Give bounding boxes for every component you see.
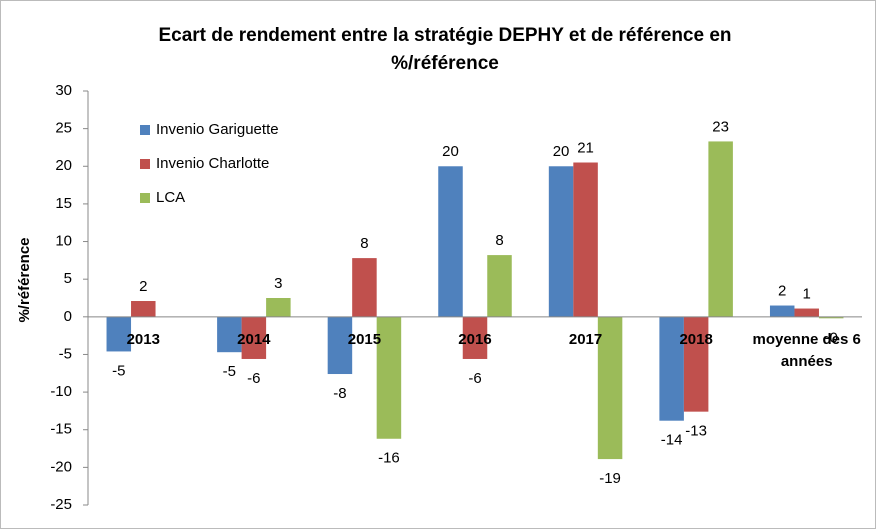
value-label: -8: [333, 385, 346, 402]
value-label: 2: [139, 278, 147, 295]
bar: [327, 316, 353, 375]
value-label: 20: [553, 143, 570, 160]
value-label: 20: [442, 143, 459, 160]
bar: [548, 166, 574, 317]
bar: [683, 316, 709, 412]
value-label: 23: [712, 118, 729, 135]
bar: [241, 316, 267, 359]
bar: [131, 301, 156, 317]
bar: [487, 255, 512, 317]
bar: [438, 166, 463, 317]
legend-swatch: [140, 159, 150, 169]
bar: [462, 316, 488, 359]
value-label: -14: [661, 432, 683, 449]
legend-swatch: [140, 193, 150, 203]
bar: [573, 162, 598, 317]
value-label: 8: [495, 232, 503, 249]
y-tick-label: 5: [64, 270, 72, 287]
bar: [659, 316, 684, 421]
x-tick-label: 2018: [679, 330, 713, 348]
y-tick-label: 0: [64, 308, 72, 325]
y-tick-label: 10: [55, 233, 72, 250]
y-tick-label: 25: [55, 120, 72, 137]
value-label: 2: [778, 282, 786, 299]
bar: [794, 308, 819, 317]
title-box: Ecart de rendement entre la stratégie DE…: [158, 25, 732, 74]
y-axis-title: %/référence: [16, 237, 33, 322]
legend-label: LCA: [156, 189, 185, 206]
legend-label: Invenio Gariguette: [156, 121, 279, 138]
x-tick-label: 2017: [568, 330, 603, 348]
bar: [217, 316, 242, 353]
value-label: -16: [378, 450, 400, 467]
value-label: 8: [360, 235, 368, 252]
y-tick-label: -15: [50, 421, 72, 438]
x-tick-label: 2013: [126, 330, 160, 348]
y-tick-label: -10: [50, 383, 72, 400]
value-label: 1: [803, 286, 811, 303]
value-label: -6: [247, 370, 260, 387]
value-label: -19: [599, 470, 621, 487]
bar: [818, 316, 844, 319]
y-tick-label: -20: [50, 458, 72, 475]
bar: [352, 258, 377, 317]
y-tick-label: 20: [55, 157, 72, 174]
value-label: -5: [112, 362, 125, 379]
value-label: -13: [685, 423, 707, 440]
legend-label: Invenio Charlotte: [156, 155, 269, 172]
bar: [376, 316, 402, 439]
y-tick-label: -5: [59, 345, 72, 362]
value-label: 21: [577, 139, 594, 156]
x-tick-label: moyenne des 6 années: [752, 330, 861, 370]
value-label: -0: [825, 329, 838, 346]
bar: [769, 305, 795, 317]
bar: [266, 298, 291, 317]
legend-swatch: [140, 125, 150, 135]
chart-title: Ecart de rendement entre la stratégie DE…: [158, 25, 732, 74]
y-tick-label: 30: [55, 82, 72, 99]
value-label: 3: [274, 275, 282, 292]
value-label: -6: [468, 370, 481, 387]
x-tick-label: 2016: [458, 330, 492, 348]
y-tick-label: -25: [50, 496, 72, 513]
x-tick-label: 2015: [347, 330, 382, 348]
bar: [597, 316, 623, 460]
value-label: -5: [223, 363, 236, 380]
y-tick-label: 15: [55, 195, 72, 212]
bar: [106, 316, 132, 352]
x-tick-label: 2014: [237, 330, 271, 348]
bar: [708, 141, 733, 317]
